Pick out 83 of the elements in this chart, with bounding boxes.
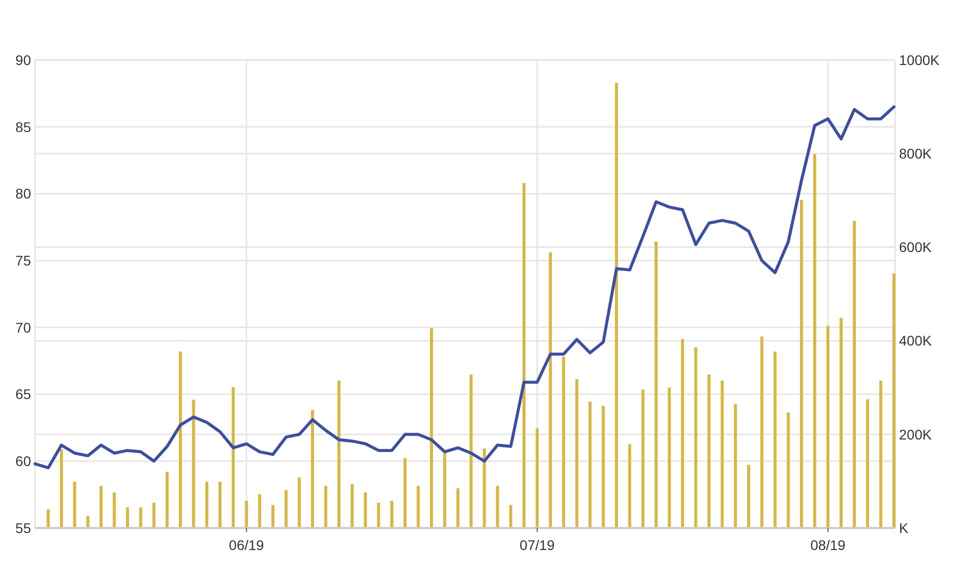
- bar: [628, 444, 632, 528]
- y2-tick-label: K: [899, 520, 909, 536]
- bar: [430, 328, 433, 528]
- bar: [178, 352, 182, 528]
- y-tick-label: 60: [15, 453, 32, 470]
- bar: [86, 516, 90, 528]
- bar: [470, 374, 473, 528]
- bar: [826, 326, 830, 528]
- bar: [337, 380, 340, 528]
- y2-tick-label: 1000K: [899, 52, 940, 68]
- y-tick-label: 75: [15, 252, 32, 268]
- bar: [562, 356, 566, 528]
- y-tick-label: 90: [15, 52, 32, 68]
- bar: [126, 507, 130, 528]
- bar: [879, 380, 882, 528]
- bar: [892, 273, 896, 528]
- bar: [786, 412, 790, 528]
- bar: [112, 492, 116, 528]
- bar: [271, 505, 274, 528]
- y2-tick-label: 800K: [899, 146, 932, 162]
- bar: [390, 500, 394, 528]
- bar: [443, 453, 446, 528]
- bar: [456, 488, 460, 528]
- bar: [668, 388, 671, 528]
- bar: [46, 509, 50, 528]
- bar: [774, 352, 777, 528]
- bar: [284, 490, 288, 528]
- bar: [324, 486, 328, 528]
- bar: [60, 449, 63, 528]
- bar: [866, 399, 870, 528]
- bar: [244, 500, 248, 528]
- bar: [588, 402, 592, 528]
- bar: [73, 482, 76, 528]
- line-series: [34, 105, 896, 470]
- bar: [298, 477, 301, 528]
- bar: [496, 486, 500, 528]
- y-tick-label: 85: [15, 118, 32, 135]
- bar: [813, 154, 816, 528]
- bar: [192, 400, 196, 528]
- bar: [166, 472, 169, 528]
- bar: [681, 338, 684, 528]
- bar: [694, 347, 698, 528]
- x-tick-label: 06/19: [228, 537, 264, 553]
- bar: [377, 502, 380, 528]
- y-tick-label: 80: [15, 186, 32, 202]
- x-tick-label: 08/19: [810, 537, 846, 553]
- bar: [404, 458, 407, 528]
- bar: [232, 387, 235, 528]
- bar: [258, 494, 262, 528]
- y2-tick-label: 600K: [899, 239, 932, 256]
- y-tick-label: 55: [15, 520, 32, 536]
- bar: [482, 448, 486, 528]
- bar: [548, 252, 552, 528]
- bar: [641, 389, 644, 528]
- bar: [602, 406, 605, 528]
- bar: [350, 484, 354, 528]
- bar: [205, 482, 208, 528]
- bar: [152, 502, 156, 528]
- bar: [575, 379, 578, 528]
- bar: [840, 318, 843, 528]
- bar: [416, 486, 420, 528]
- y2-tick-label: 200K: [899, 426, 932, 442]
- bar: [760, 336, 764, 528]
- bar: [852, 220, 856, 528]
- bar: [536, 428, 539, 528]
- bar: [311, 410, 314, 528]
- y-tick-label: 70: [15, 319, 32, 336]
- bar: [747, 464, 750, 528]
- bar: [800, 200, 803, 528]
- bar: [734, 404, 737, 528]
- bar: [707, 374, 710, 528]
- y-tick-label: 65: [15, 386, 32, 402]
- bar: [218, 482, 222, 528]
- bar: [720, 380, 724, 528]
- bar: [509, 505, 512, 528]
- bar: [614, 82, 618, 528]
- bar: [522, 183, 526, 528]
- bar: [364, 492, 367, 528]
- bar: [139, 507, 142, 528]
- bar: [654, 242, 658, 528]
- bar: [100, 486, 103, 528]
- x-tick-label: 07/19: [520, 537, 555, 553]
- y2-tick-label: 400K: [899, 332, 932, 349]
